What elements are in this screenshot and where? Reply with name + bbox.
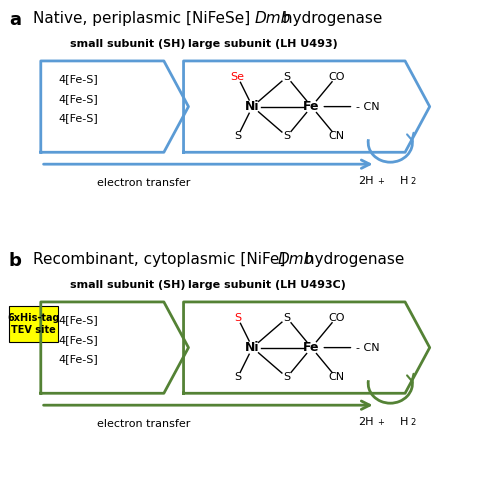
Text: H: H: [400, 417, 408, 427]
Text: 2H: 2H: [358, 417, 374, 427]
Text: 2: 2: [410, 418, 415, 427]
Text: 4[Fe-S]: 4[Fe-S]: [58, 114, 98, 123]
Text: S: S: [284, 72, 290, 82]
Text: 6xHis-tag
TEV site: 6xHis-tag TEV site: [7, 313, 60, 335]
Text: S: S: [284, 313, 290, 323]
Text: Fe: Fe: [304, 100, 320, 113]
Text: hydrogenase: hydrogenase: [278, 11, 382, 27]
Text: 4[Fe-S]: 4[Fe-S]: [58, 335, 98, 345]
Text: Native, periplasmic [NiFeSe]: Native, periplasmic [NiFeSe]: [34, 11, 256, 27]
Text: Se: Se: [230, 72, 244, 82]
Text: Ni: Ni: [245, 100, 260, 113]
Text: +: +: [377, 177, 384, 186]
Text: large subunit (LH U493): large subunit (LH U493): [188, 39, 338, 49]
Text: Dmb: Dmb: [254, 11, 291, 27]
Text: 4[Fe-S]: 4[Fe-S]: [58, 315, 98, 325]
Text: small subunit (SH): small subunit (SH): [70, 39, 186, 49]
Text: 2: 2: [410, 177, 415, 186]
Text: CN: CN: [328, 373, 344, 382]
Text: hydrogenase: hydrogenase: [300, 252, 405, 268]
Text: b: b: [9, 252, 22, 270]
Text: H: H: [400, 176, 408, 186]
Text: +: +: [377, 418, 384, 427]
Text: 4[Fe-S]: 4[Fe-S]: [58, 355, 98, 364]
Text: S: S: [284, 132, 290, 141]
Text: 4[Fe-S]: 4[Fe-S]: [58, 94, 98, 104]
Text: electron transfer: electron transfer: [98, 178, 191, 188]
Text: S: S: [234, 373, 241, 382]
Text: small subunit (SH): small subunit (SH): [70, 280, 186, 290]
Text: Fe: Fe: [304, 341, 320, 354]
Text: a: a: [9, 11, 21, 29]
Text: CO: CO: [328, 313, 344, 323]
Text: S: S: [234, 132, 241, 141]
Text: - CN: - CN: [356, 343, 380, 353]
FancyBboxPatch shape: [9, 306, 58, 342]
Text: Ni: Ni: [245, 341, 260, 354]
Text: CO: CO: [328, 72, 344, 82]
Text: large subunit (LH U493C): large subunit (LH U493C): [188, 280, 346, 290]
Text: Recombinant, cytoplasmic [NiFe]: Recombinant, cytoplasmic [NiFe]: [34, 252, 290, 268]
Text: Dmb: Dmb: [278, 252, 314, 268]
Text: electron transfer: electron transfer: [98, 419, 191, 429]
Text: 2H: 2H: [358, 176, 374, 186]
Text: S: S: [284, 373, 290, 382]
Text: S: S: [234, 313, 241, 323]
Text: CN: CN: [328, 132, 344, 141]
Text: - CN: - CN: [356, 102, 380, 112]
Text: 4[Fe-S]: 4[Fe-S]: [58, 74, 98, 84]
